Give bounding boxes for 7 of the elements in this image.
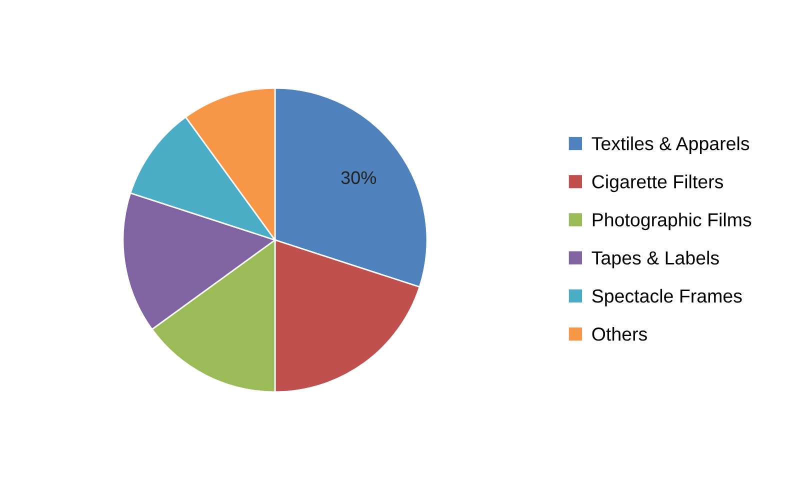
- legend-label: Others: [592, 327, 647, 341]
- data-label: 30%: [341, 171, 376, 184]
- legend-label: Tapes & Labels: [592, 250, 719, 268]
- legend-label: Cigarette Filters: [592, 174, 724, 192]
- legend-label: Photographic Films: [592, 212, 752, 230]
- legend-label: Spectacle Frames: [592, 288, 742, 306]
- legend-label: Textiles & Apparels: [592, 136, 750, 154]
